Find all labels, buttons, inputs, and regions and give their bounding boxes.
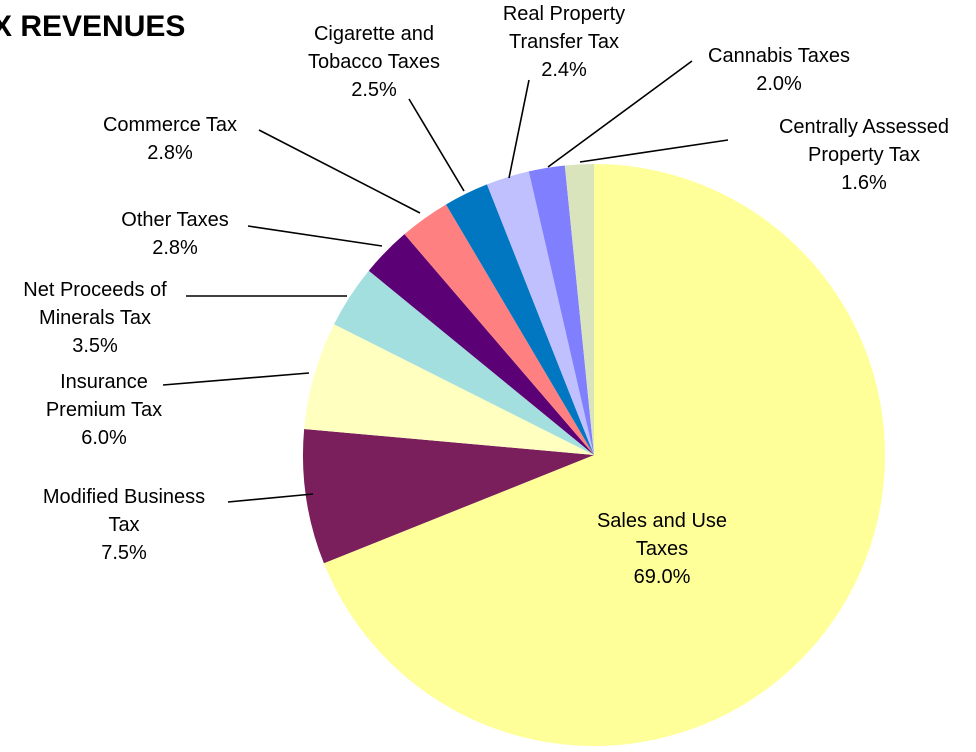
slice-labels: Sales and Use Taxes 69.0% Modified Business… xyxy=(23,3,949,588)
slice-insurance-premium-tax xyxy=(304,324,594,455)
slice-label-line: Property Tax xyxy=(808,144,920,166)
slice-cannabis-taxes xyxy=(528,165,594,455)
slice-centrally-assessed-property-tax xyxy=(564,164,594,455)
slice-net-proceeds-of-minerals-tax xyxy=(334,270,594,455)
slice-label-line: 2.8% xyxy=(152,237,198,259)
slice-cigarette-and-tobacco-taxes xyxy=(446,184,594,455)
leader-line-cigarette-and-tobacco-taxes xyxy=(408,98,465,192)
slice-label-line: Real Property xyxy=(503,3,625,25)
slice-label-cannabis-taxes: Cannabis Taxes 2.0% xyxy=(708,45,850,95)
leader-line-centrally-assessed-property-tax xyxy=(579,139,729,163)
slice-label-line: 1.6% xyxy=(841,172,887,194)
leader-line-modified-business-tax xyxy=(227,493,314,503)
slice-label-line: 7.5% xyxy=(101,542,147,564)
slice-label-commerce-tax: Commerce Tax 2.8% xyxy=(103,114,237,164)
slice-label-line: Cigarette and xyxy=(314,23,434,45)
slice-label-line: Tax xyxy=(108,514,139,536)
slice-commerce-tax xyxy=(404,204,594,455)
slice-label-line: Net Proceeds of xyxy=(23,279,167,301)
slice-label-centrally-assessed-property-tax: Centrally Assessed Property Tax 1.6% xyxy=(779,116,949,194)
slice-modified-business-tax xyxy=(302,429,594,564)
slice-label-modified-business-tax: Modified Business Tax 7.5% xyxy=(43,486,205,564)
slice-label-line: Modified Business xyxy=(43,486,205,508)
chart-title: X REVENUES xyxy=(0,10,185,43)
slice-label-real-property-transfer-tax: Real Property Transfer Tax 2.4% xyxy=(503,3,625,81)
slice-label-line: Premium Tax xyxy=(46,399,162,421)
slice-label-line: Centrally Assessed xyxy=(779,116,949,138)
slice-other-taxes xyxy=(368,234,594,455)
slice-label-line: Insurance xyxy=(60,371,148,393)
slice-label-line: Minerals Tax xyxy=(39,307,151,329)
slice-label-line: Other Taxes xyxy=(121,209,228,231)
leader-line-insurance-premium-tax xyxy=(162,372,310,386)
slice-label-line: 2.5% xyxy=(351,79,397,101)
slice-label-line: 2.4% xyxy=(541,59,587,81)
slice-label-line: Transfer Tax xyxy=(509,31,619,53)
leader-line-real-property-transfer-tax xyxy=(508,79,530,179)
leader-line-other-taxes xyxy=(247,225,383,247)
slice-sales-and-use-taxes xyxy=(323,164,885,746)
slice-label-line: 3.5% xyxy=(72,335,118,357)
slice-label-line: Sales and Use xyxy=(597,510,727,532)
slice-label-line: 2.8% xyxy=(147,142,193,164)
slice-label-line: Commerce Tax xyxy=(103,114,237,136)
slice-label-line: 6.0% xyxy=(81,427,127,449)
slice-label-insurance-premium-tax: Insurance Premium Tax 6.0% xyxy=(46,371,162,449)
slice-label-other-taxes: Other Taxes 2.8% xyxy=(121,209,228,259)
leader-line-commerce-tax xyxy=(258,129,421,214)
slice-label-cigarette-and-tobacco-taxes: Cigarette and Tobacco Taxes 2.5% xyxy=(308,23,440,101)
slice-label-line: Cannabis Taxes xyxy=(708,45,850,67)
slice-label-line: 2.0% xyxy=(756,73,802,95)
leader-lines xyxy=(162,60,729,503)
slice-label-line: Tobacco Taxes xyxy=(308,51,440,73)
slice-label-net-proceeds-of-minerals-tax: Net Proceeds of Minerals Tax 3.5% xyxy=(23,279,167,357)
pie-slices xyxy=(302,164,885,746)
slice-label-line: Taxes xyxy=(636,538,688,560)
slice-label-sales-and-use-taxes: Sales and Use Taxes 69.0% xyxy=(597,510,727,588)
slice-label-line: 69.0% xyxy=(634,566,691,588)
slice-real-property-transfer-tax xyxy=(486,171,594,455)
leader-line-cannabis-taxes xyxy=(547,60,693,168)
